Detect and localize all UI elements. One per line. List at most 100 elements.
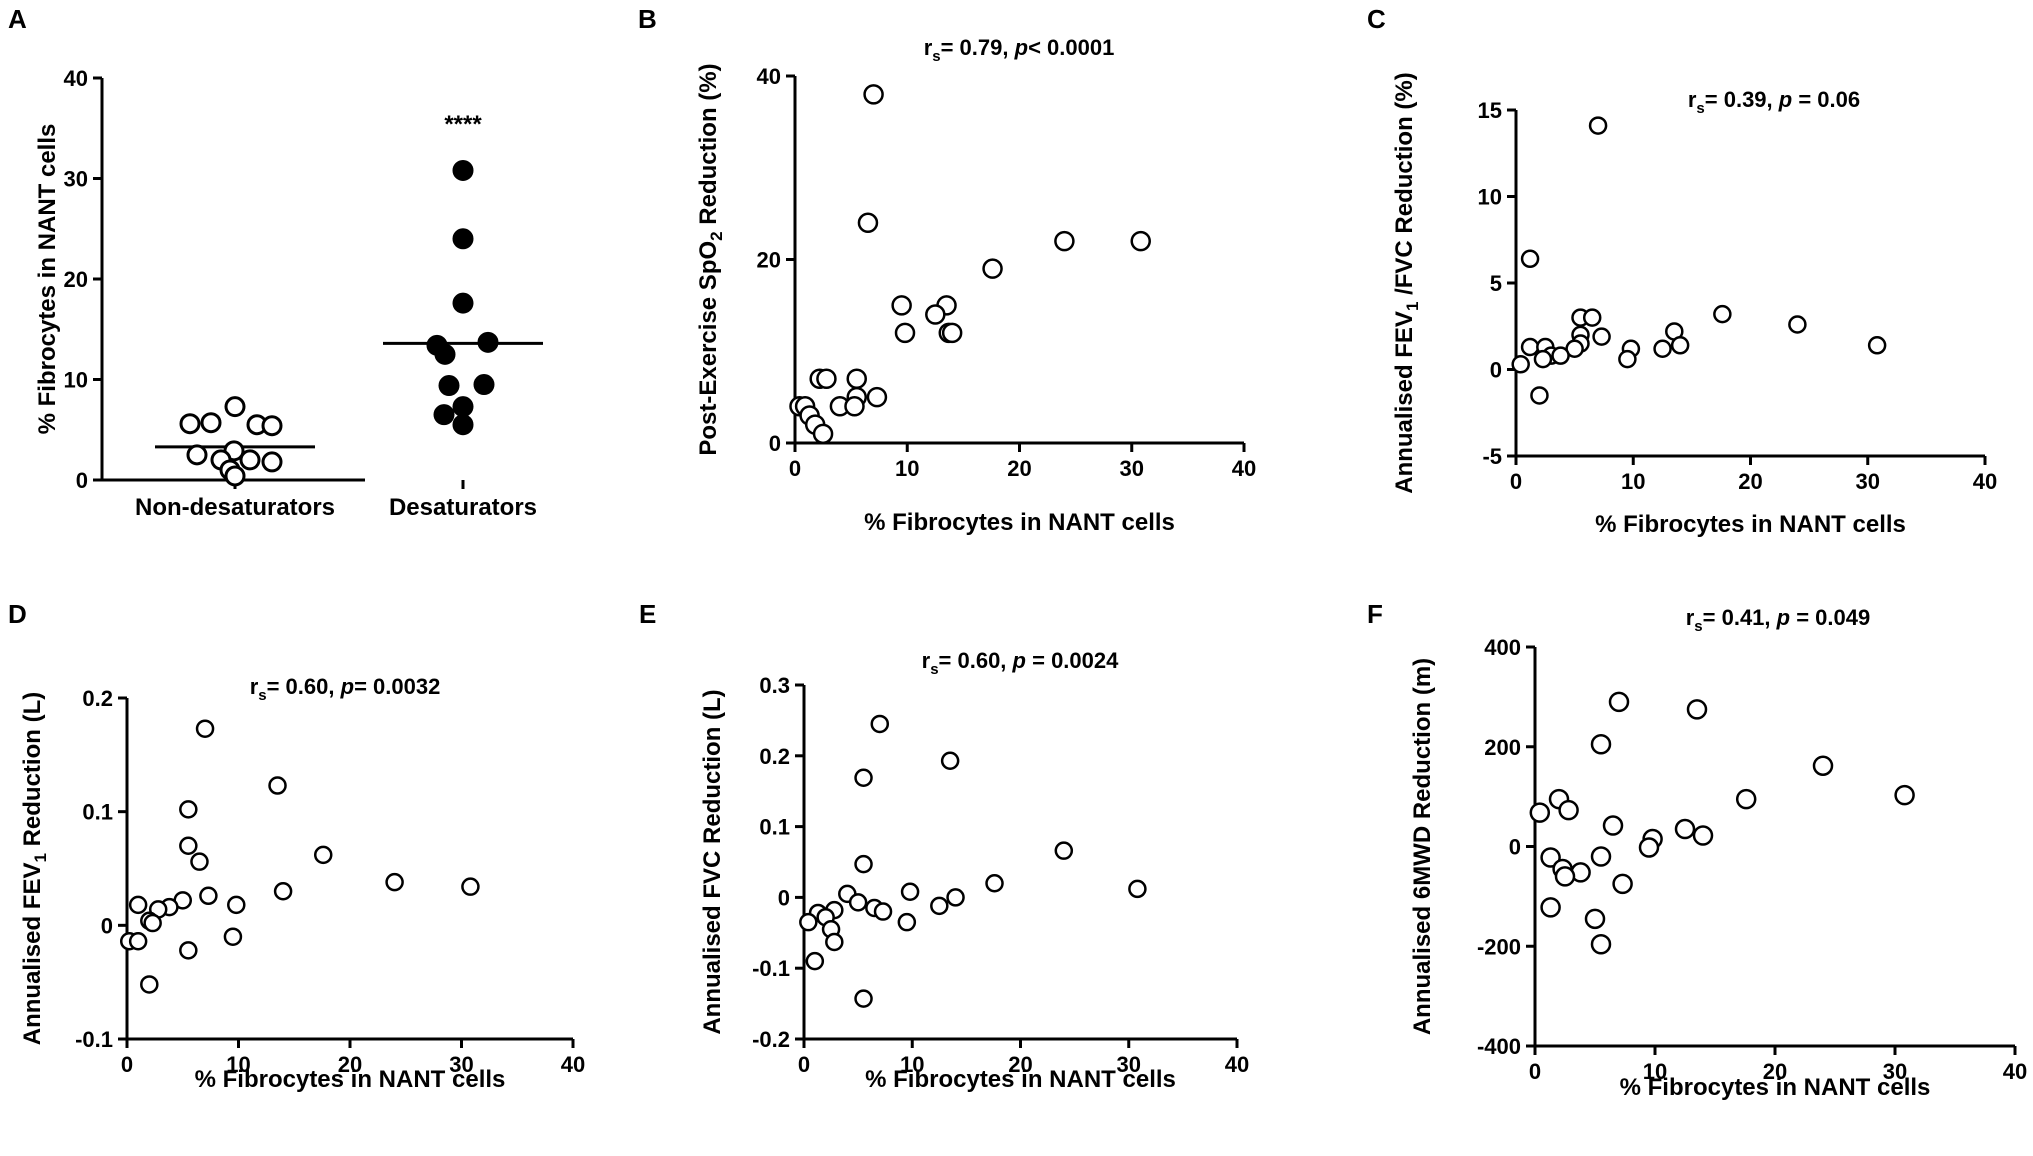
y-tick-label: 10 — [64, 368, 88, 393]
data-point — [224, 396, 246, 418]
x-axis-label: % Fibrocytes in NANT cells — [865, 1066, 1176, 1093]
data-point — [1653, 339, 1672, 358]
data-point — [1540, 897, 1561, 918]
data-point — [452, 414, 474, 436]
y-tick-label: 40 — [64, 66, 88, 91]
data-point — [1558, 799, 1579, 821]
x-axis-label: % Fibrocytes in NANT cells — [864, 509, 1175, 536]
data-point — [224, 465, 246, 487]
y-tick-label: 0.1 — [82, 800, 113, 825]
data-point — [1130, 230, 1151, 252]
data-point — [873, 902, 893, 921]
data-point — [1584, 908, 1606, 930]
data-point — [1670, 336, 1690, 355]
data-point — [452, 159, 474, 181]
data-point — [1608, 691, 1630, 713]
y-tick-label: 200 — [1484, 735, 1521, 760]
data-point — [477, 331, 499, 353]
x-tick-label: 20 — [1763, 1059, 1787, 1084]
data-point — [179, 941, 198, 960]
data-point — [1511, 355, 1530, 374]
data-point — [143, 913, 162, 933]
x-tick-label: 40 — [1232, 456, 1256, 481]
y-tick-label: 0 — [1509, 835, 1521, 860]
panel-a: A 0 10 20 30 40 Non-desaturators Desaturators **… — [8, 4, 543, 521]
data-point — [941, 322, 963, 344]
correlation-stat: rs= 0.60, p = 0.0024 — [922, 648, 1120, 678]
data-point — [1692, 825, 1714, 846]
x-tick-label: 0 — [1529, 1059, 1541, 1084]
x-tick-label: 40 — [2003, 1059, 2027, 1084]
data-point — [179, 800, 198, 819]
data-point — [261, 451, 283, 473]
data-point — [1638, 837, 1660, 858]
data-point — [433, 404, 455, 426]
data-point — [854, 989, 873, 1008]
x-tick-label: 20 — [338, 1052, 362, 1077]
data-point — [870, 714, 890, 734]
x-tick-label: 40 — [1225, 1052, 1249, 1077]
x-tick-label: 30 — [449, 1052, 473, 1077]
y-tick-label: -200 — [1477, 934, 1521, 959]
data-point — [452, 396, 474, 418]
data-point — [854, 854, 873, 874]
panel-d: D 0 10 20 30 40 -0.1 0 0.1 0.2 % Fibrocytes in NAN… — [8, 599, 585, 1093]
data-point — [857, 212, 879, 234]
data-point — [239, 449, 261, 471]
y-tick-label: -400 — [1477, 1034, 1521, 1059]
y-tick-label: 0 — [769, 431, 781, 456]
x-tick-label: 0 — [789, 456, 801, 481]
data-point — [473, 374, 495, 396]
data-point — [186, 444, 208, 466]
data-point — [816, 368, 837, 390]
panel-letter: C — [1367, 4, 1386, 34]
data-point — [227, 895, 246, 915]
correlation-stat: rs= 0.39, p = 0.06 — [1688, 87, 1860, 117]
data-point — [140, 975, 159, 994]
data-point — [863, 84, 884, 105]
x-tick-label: 10 — [1643, 1059, 1667, 1084]
data-point — [1618, 349, 1637, 369]
data-point — [930, 896, 949, 916]
x-tick-label: 10 — [900, 1052, 924, 1077]
data-point — [805, 951, 825, 971]
data-point — [223, 927, 243, 946]
data-point — [985, 873, 1004, 893]
y-tick-label: 20 — [757, 248, 781, 273]
data-point — [268, 776, 287, 795]
data-point — [1592, 327, 1611, 346]
x-tick-label: 40 — [561, 1052, 585, 1077]
y-axis-label: Annualised 6MWD Reduction (m) — [1409, 658, 1436, 1035]
data-point — [128, 895, 148, 915]
data-point — [1735, 788, 1757, 810]
y-tick-label: 0.2 — [82, 686, 113, 711]
y-tick-label: -0.2 — [752, 1027, 790, 1052]
y-tick-label: 0 — [76, 468, 88, 493]
y-tick-label: 30 — [64, 167, 88, 192]
correlation-stat: rs= 0.79, p< 0.0001 — [924, 35, 1115, 65]
y-tick-label: 400 — [1484, 635, 1521, 660]
x-axis-label: % Fibrocytes in NANT cells — [1620, 1074, 1931, 1101]
data-point — [1686, 699, 1708, 720]
x-tick-label: 30 — [1117, 1052, 1141, 1077]
data-point — [128, 931, 148, 951]
y-tick-label: 40 — [757, 64, 781, 89]
panel-e: E 0 10 20 30 40 -0.2 -0.1 0 0.1 0.2 0.3 % Fibrocytes… — [639, 599, 1249, 1093]
y-tick-label: -0.1 — [752, 956, 790, 981]
data-point — [179, 413, 201, 435]
y-axis-label: Annualised FEV1 Reduction (L) — [19, 692, 50, 1045]
x-tick-label: 20 — [1008, 1052, 1032, 1077]
y-tick-label: 0.3 — [759, 673, 790, 698]
correlation-stat: rs= 0.60, p= 0.0032 — [250, 674, 441, 704]
data-point — [1128, 879, 1147, 899]
x-tick-label: 10 — [226, 1052, 250, 1077]
x-tick-label: 20 — [1738, 469, 1762, 494]
data-point — [1533, 349, 1553, 369]
y-tick-label: 10 — [1478, 185, 1502, 210]
data-point — [195, 719, 215, 738]
data-point — [897, 912, 917, 932]
x-tick-label: 30 — [1883, 1059, 1907, 1084]
x-tick-label: 0 — [798, 1052, 810, 1077]
data-point — [854, 768, 873, 787]
y-axis-label: Post-Exercise SpO2 Reduction (%) — [695, 63, 726, 455]
